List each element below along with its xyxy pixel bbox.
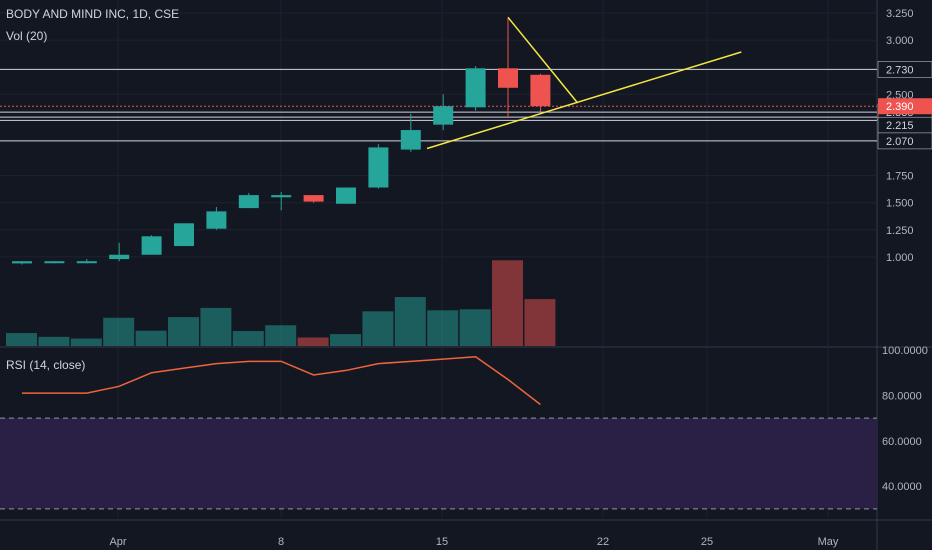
price-level-label: 2.730: [886, 64, 914, 76]
volume-bar: [459, 309, 491, 346]
price-level-label: 2.215: [886, 120, 914, 132]
x-tick-label: Apr: [109, 536, 126, 548]
volume-bar: [524, 299, 556, 346]
volume-bar: [103, 317, 135, 346]
candle-body: [400, 130, 421, 150]
current-price-label: 2.390: [886, 101, 914, 113]
price-level-tag: [877, 61, 932, 78]
candle-body: [238, 195, 259, 209]
trendlines: [426, 16, 742, 150]
volume-bar: [297, 337, 329, 346]
rsi-tick-label: 60.0000: [882, 436, 922, 448]
price-tick-label: 1.250: [886, 225, 914, 237]
candle-body: [141, 236, 162, 255]
volume-bar: [135, 330, 167, 346]
candle-body: [530, 74, 551, 107]
rsi-line: [22, 356, 541, 406]
trendline: [426, 51, 742, 150]
volume-bar: [265, 325, 297, 346]
volume-bar: [394, 297, 426, 346]
price-tick-label: 1.750: [886, 171, 914, 183]
candle-body: [465, 68, 486, 108]
volume-bar: [200, 307, 232, 346]
horizontal-lines: [0, 68, 877, 142]
price-tick-label: 3.000: [886, 35, 914, 47]
x-tick-label: 22: [597, 536, 609, 548]
x-tick-label: May: [818, 536, 839, 548]
x-tick-label: 8: [278, 536, 284, 548]
rsi-tick-label: 100.0000: [882, 345, 928, 357]
candle-body: [336, 187, 356, 204]
volume-bar: [6, 333, 37, 346]
rsi-tick-label: 40.0000: [882, 481, 922, 493]
volume-bar: [168, 317, 199, 346]
rsi-legend[interactable]: RSI (14, close): [6, 358, 86, 372]
volume-bar: [70, 338, 102, 346]
candle-body: [433, 106, 454, 125]
candle-body: [303, 195, 324, 202]
price-series: [12, 18, 551, 265]
candle-body: [76, 261, 97, 264]
candle-body: [12, 261, 32, 264]
volume-legend[interactable]: Vol (20): [6, 29, 48, 43]
x-tick-label: 15: [436, 536, 448, 548]
x-tick-label: 25: [701, 536, 713, 548]
candle-body: [109, 254, 130, 260]
price-level-label: 2.070: [886, 136, 914, 148]
rsi-band: [0, 417, 877, 510]
current-price-tag: [878, 98, 932, 115]
volume-bar: [232, 331, 264, 346]
trendline: [507, 16, 579, 104]
candle-body: [368, 147, 389, 188]
volume-bar: [492, 260, 523, 346]
price-tick-label: 1.000: [886, 252, 914, 264]
symbol-title[interactable]: BODY AND MIND INC, 1D, CSE: [6, 7, 180, 21]
candle-body: [271, 195, 292, 198]
price-tick-label: 3.250: [886, 8, 914, 20]
candle-body: [498, 68, 518, 88]
volume-bar: [38, 336, 70, 346]
volume-bar: [427, 310, 459, 346]
candle-body: [174, 223, 194, 247]
rsi-series: [22, 356, 541, 406]
axes: 3.2503.0002.5001.7501.5001.2501.0002.730…: [109, 8, 932, 548]
rsi-tick-label: 80.0000: [882, 390, 922, 402]
candle-body: [44, 261, 65, 264]
price-tick-label: 1.500: [886, 198, 914, 210]
candle-body: [206, 211, 227, 229]
volume-bar: [362, 311, 394, 346]
volume-bar: [330, 334, 361, 346]
price-level-tag: [877, 132, 932, 150]
volume-series: [6, 260, 556, 346]
rsi-band-fill: [0, 418, 877, 509]
